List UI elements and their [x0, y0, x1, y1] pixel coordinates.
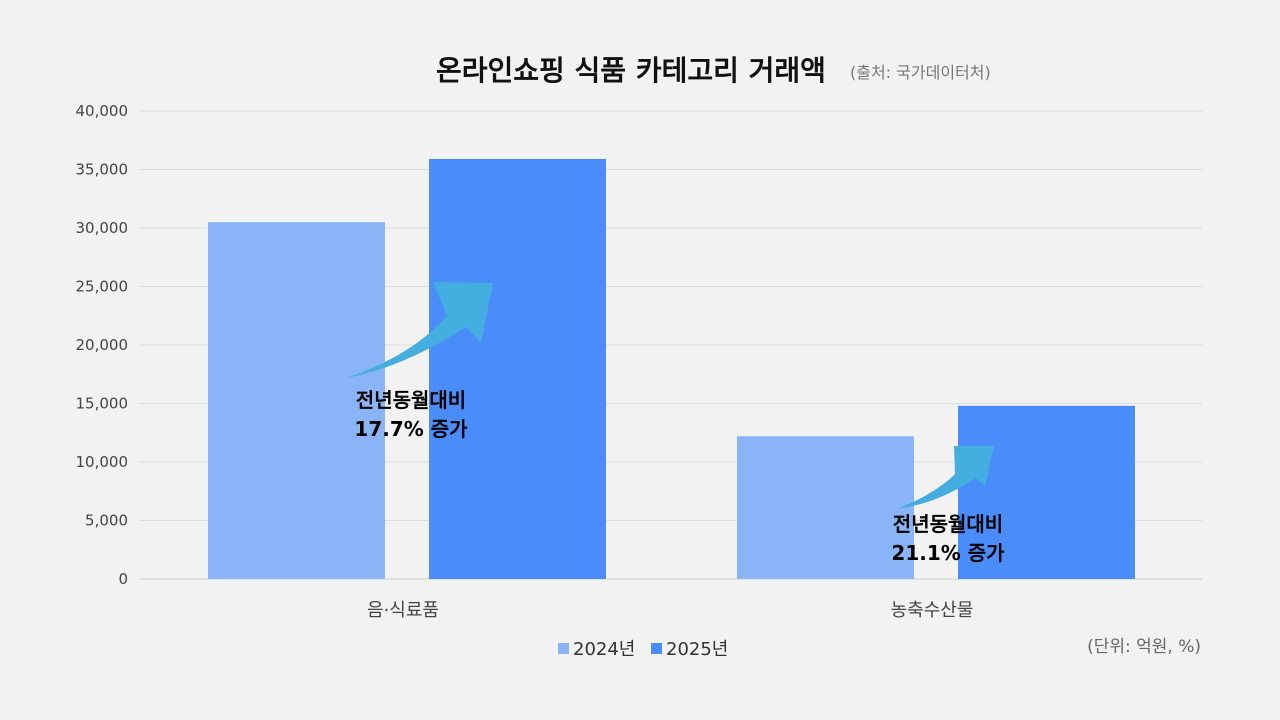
x-axis: 음·식료품 농축수산물: [367, 600, 973, 621]
increase-arrow-icon: [897, 446, 994, 509]
legend-label: 2024년: [573, 639, 635, 660]
y-tick-label: 5,000: [85, 512, 128, 530]
bar-2-2: [958, 405, 1135, 579]
annotation-label: 전년동월대비: [356, 388, 466, 412]
annotation-value: 21.1% 증가: [891, 541, 1005, 565]
y-tick-label: 15,000: [76, 395, 129, 413]
y-tick-label: 20,000: [76, 336, 129, 354]
y-axis: 0 5,000 10,000 15,000 20,000 25,000 30,000 35,0…: [76, 102, 129, 588]
trend-arrows: [346, 282, 994, 509]
bar-1-2: [737, 436, 914, 579]
y-tick-label: 35,000: [76, 161, 129, 179]
legend-swatch: [558, 643, 569, 654]
legend-swatch: [651, 643, 662, 654]
annotation-value: 17.7% 증가: [354, 417, 468, 441]
y-tick-label: 0: [118, 570, 128, 588]
legend-label: 2025년: [666, 639, 728, 660]
unit-note: (단위: 억원, %): [1087, 637, 1201, 657]
bar-2-1: [429, 158, 606, 579]
x-category-label: 음·식료품: [367, 600, 439, 621]
x-category-label: 농축수산물: [891, 600, 974, 621]
y-tick-label: 30,000: [76, 219, 129, 237]
bars: [208, 158, 1135, 579]
increase-arrow-icon: [346, 282, 493, 378]
chart-source: (출처: 국가데이터처): [850, 63, 991, 82]
annotation-label: 전년동월대비: [893, 512, 1003, 536]
y-tick-label: 40,000: [76, 102, 129, 120]
chart-title: 온라인쇼핑 식품 카테고리 거래액: [436, 54, 826, 87]
legend: 2024년 2025년: [558, 639, 728, 660]
y-tick-label: 25,000: [76, 278, 129, 296]
bar-1-1: [208, 222, 385, 579]
y-tick-label: 10,000: [76, 453, 129, 471]
